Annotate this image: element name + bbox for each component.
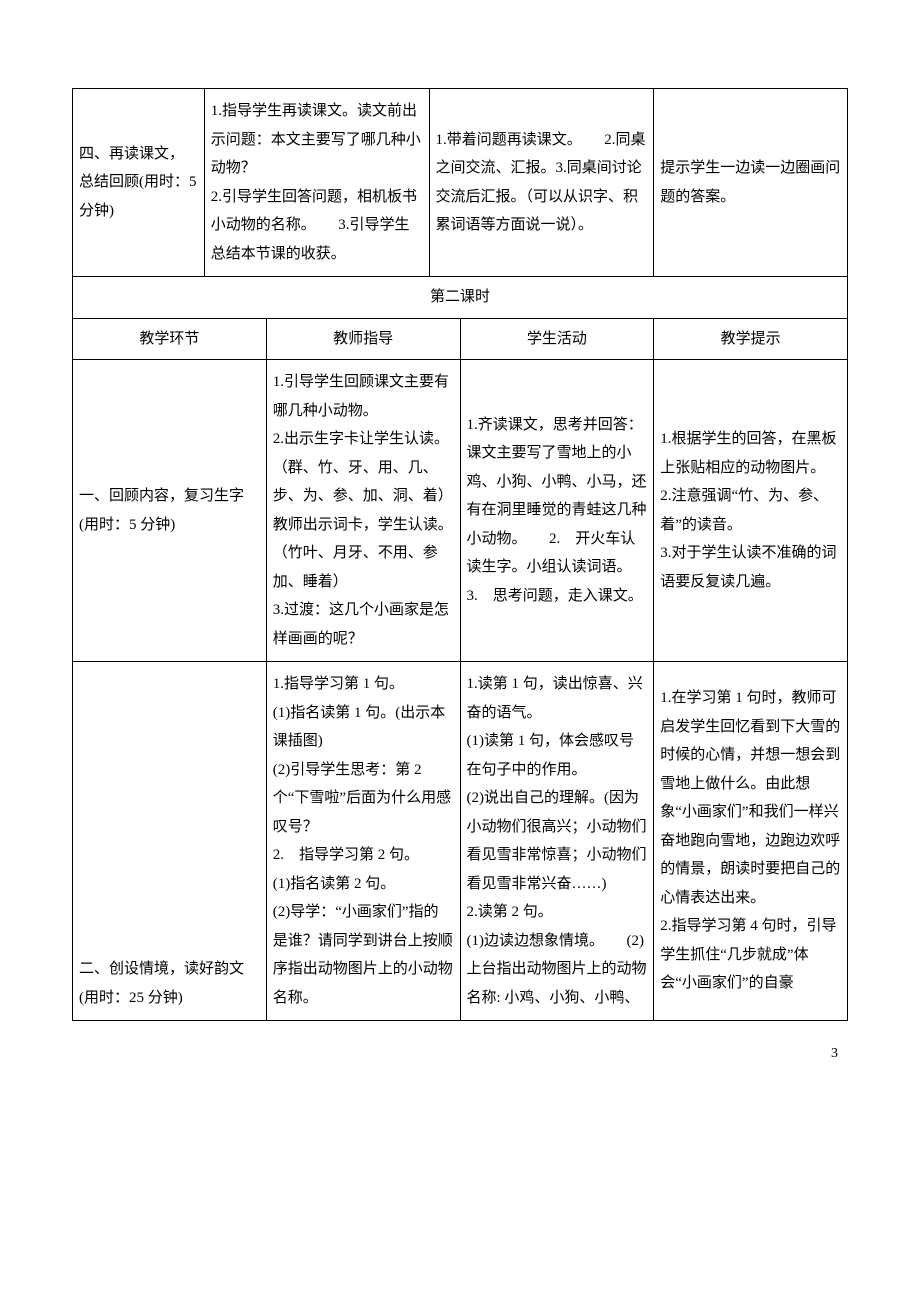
cell-text: 1.指导学生再读课文。读文前出示问题：本文主要写了哪几种小动物？2.引导学生回答…: [211, 103, 421, 262]
cell-text: 1.引导学生回顾课文主要有哪几种小动物。2.出示生字卡让学生认读。（群、竹、牙、…: [273, 374, 453, 647]
cell-text: 四、再读课文，总结回顾(用时：5 分钟): [79, 146, 197, 219]
cell-text: 一、回顾内容，复习生字(用时：5 分钟): [79, 488, 244, 533]
cell-text: 第二课时: [430, 289, 490, 305]
cell-text: 1.指导学习第 1 句。(1)指名读第 1 句。(出示本课插图)(2)引导学生思…: [273, 676, 453, 1006]
header-cell-phase: 教学环节: [73, 318, 267, 360]
page-number: 3: [72, 1041, 848, 1068]
table-row: 二、创设情境，读好韵文(用时：25 分钟) 1.指导学习第 1 句。(1)指名读…: [73, 662, 848, 1021]
tips-cell: 1.在学习第 1 句时，教师可启发学生回忆看到下大雪的时候的心情，并想一想会到雪…: [654, 662, 848, 1021]
header-cell-tips: 教学提示: [654, 318, 848, 360]
cell-text: 二、创设情境，读好韵文(用时：25 分钟): [79, 961, 244, 1006]
cell-text: 1.根据学生的回答，在黑板上张贴相应的动物图片。2.注意强调“竹、为、参、着”的…: [660, 431, 836, 590]
header-cell-teacher: 教师指导: [266, 318, 460, 360]
phase-cell: 一、回顾内容，复习生字(用时：5 分钟): [73, 360, 267, 662]
tips-cell: 提示学生一边读一边圈画问题的答案。: [654, 89, 848, 277]
header-cell-student: 学生活动: [460, 318, 654, 360]
cell-text: 学生活动: [527, 331, 587, 347]
table-title-row: 第二课时: [73, 277, 848, 318]
cell-text: 1.在学习第 1 句时，教师可启发学生回忆看到下大雪的时候的心情，并想一想会到雪…: [660, 690, 840, 991]
table-row: 四、再读课文，总结回顾(用时：5 分钟) 1.指导学生再读课文。读文前出示问题：…: [73, 89, 848, 277]
teacher-cell: 1.指导学习第 1 句。(1)指名读第 1 句。(出示本课插图)(2)引导学生思…: [266, 662, 460, 1021]
teacher-cell: 1.指导学生再读课文。读文前出示问题：本文主要写了哪几种小动物？2.引导学生回答…: [204, 89, 429, 277]
lesson-title-cell: 第二课时: [73, 277, 848, 318]
teacher-cell: 1.引导学生回顾课文主要有哪几种小动物。2.出示生字卡让学生认读。（群、竹、牙、…: [266, 360, 460, 662]
cell-text: 1.带着问题再读课文。 2.同桌之间交流、汇报。3.同桌间讨论交流后汇报。（可以…: [436, 132, 646, 234]
phase-cell: 四、再读课文，总结回顾(用时：5 分钟): [73, 89, 205, 277]
student-cell: 1.齐读课文，思考并回答：课文主要写了雪地上的小鸡、小狗、小鸭、小马，还有在洞里…: [460, 360, 654, 662]
lesson-table-2: 第二课时 教学环节 教师指导 学生活动 教学提示 一、回顾内容，复习生字(用时：…: [72, 277, 848, 1021]
cell-text: 教师指导: [333, 331, 393, 347]
phase-cell: 二、创设情境，读好韵文(用时：25 分钟): [73, 662, 267, 1021]
table-row: 一、回顾内容，复习生字(用时：5 分钟) 1.引导学生回顾课文主要有哪几种小动物…: [73, 360, 848, 662]
cell-text: 教学环节: [139, 331, 199, 347]
cell-text: 提示学生一边读一边圈画问题的答案。: [660, 160, 840, 205]
cell-text: 教学提示: [721, 331, 781, 347]
cell-text: 1.齐读课文，思考并回答：课文主要写了雪地上的小鸡、小狗、小鸭、小马，还有在洞里…: [467, 417, 655, 604]
table-header-row: 教学环节 教师指导 学生活动 教学提示: [73, 318, 848, 360]
cell-text: 1.读第 1 句，读出惊喜、兴奋的语气。(1)读第 1 句，体会感叹号在句子中的…: [467, 676, 647, 1006]
lesson-table-1: 四、再读课文，总结回顾(用时：5 分钟) 1.指导学生再读课文。读文前出示问题：…: [72, 88, 848, 277]
student-cell: 1.带着问题再读课文。 2.同桌之间交流、汇报。3.同桌间讨论交流后汇报。（可以…: [429, 89, 654, 277]
student-cell: 1.读第 1 句，读出惊喜、兴奋的语气。(1)读第 1 句，体会感叹号在句子中的…: [460, 662, 654, 1021]
tips-cell: 1.根据学生的回答，在黑板上张贴相应的动物图片。2.注意强调“竹、为、参、着”的…: [654, 360, 848, 662]
